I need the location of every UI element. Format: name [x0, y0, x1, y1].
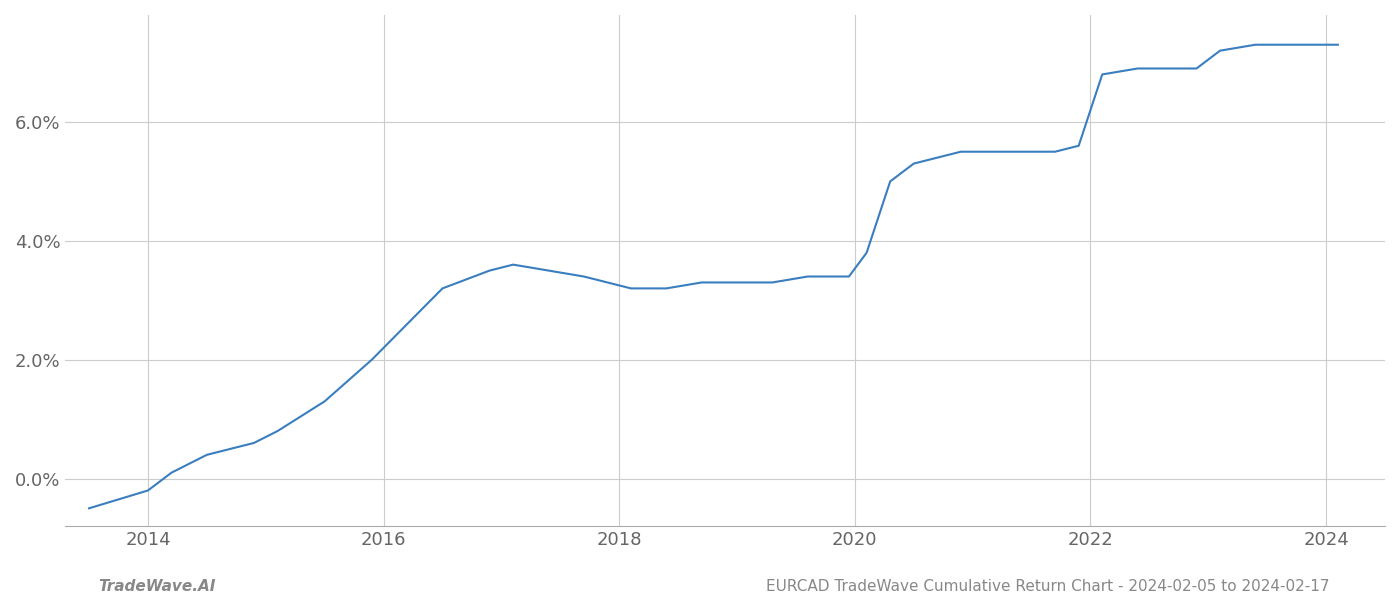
- Text: EURCAD TradeWave Cumulative Return Chart - 2024-02-05 to 2024-02-17: EURCAD TradeWave Cumulative Return Chart…: [767, 579, 1330, 594]
- Text: TradeWave.AI: TradeWave.AI: [98, 579, 216, 594]
